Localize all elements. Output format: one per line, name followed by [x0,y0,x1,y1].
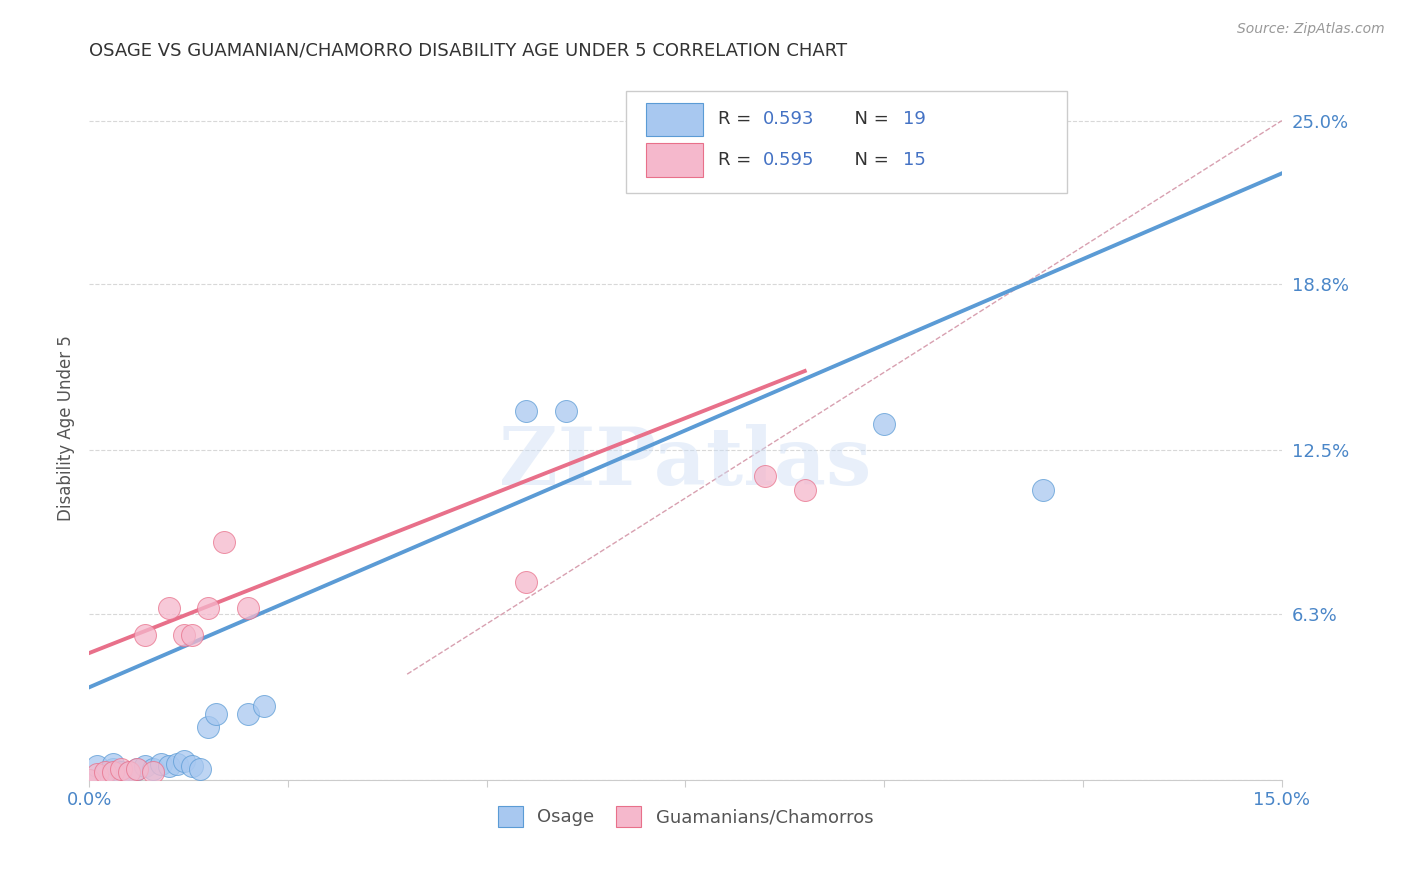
Point [253,698,276,713]
Text: N =: N = [844,111,894,128]
Point [157,759,180,773]
Text: OSAGE VS GUAMANIAN/CHAMORRO DISABILITY AGE UNDER 5 CORRELATION CHART: OSAGE VS GUAMANIAN/CHAMORRO DISABILITY A… [89,42,848,60]
Legend: Osage, Guamanians/Chamorros: Osage, Guamanians/Chamorros [491,798,880,834]
Y-axis label: Disability Age Under 5: Disability Age Under 5 [58,335,75,521]
Point [793,483,815,497]
Point [86,759,108,773]
Point [205,706,228,721]
Point [94,764,117,779]
Point [754,469,776,483]
Point [173,754,195,768]
Point [101,756,124,771]
Point [873,417,896,431]
Point [110,762,132,776]
Text: Source: ZipAtlas.com: Source: ZipAtlas.com [1237,22,1385,37]
Point [125,762,148,776]
Text: 0.593: 0.593 [763,111,814,128]
Point [157,601,180,615]
Point [134,627,156,641]
Point [1032,483,1054,497]
FancyBboxPatch shape [626,91,1067,193]
Point [515,574,537,589]
Point [77,772,100,787]
FancyBboxPatch shape [647,144,703,178]
Text: R =: R = [717,111,756,128]
Point [236,706,259,721]
Point [118,764,141,779]
Point [555,403,578,417]
Point [236,601,259,615]
Point [181,627,204,641]
Point [101,764,124,779]
Point [77,772,100,787]
Point [515,403,537,417]
Text: 19: 19 [903,111,925,128]
Point [125,762,148,776]
Point [197,720,219,734]
Point [142,762,165,776]
FancyBboxPatch shape [647,103,703,136]
Point [110,764,132,779]
Point [149,756,172,771]
Point [86,767,108,781]
Point [212,535,235,549]
Text: R =: R = [717,152,756,169]
Point [118,764,141,779]
Point [94,767,117,781]
Point [166,756,188,771]
Text: 15: 15 [903,152,925,169]
Point [173,627,195,641]
Point [190,762,212,776]
Point [142,764,165,779]
Point [101,762,124,776]
Text: ZIPatlas: ZIPatlas [499,425,872,502]
Point [197,601,219,615]
Point [181,759,204,773]
Text: 0.595: 0.595 [763,152,814,169]
Text: N =: N = [844,152,894,169]
Point [134,759,156,773]
